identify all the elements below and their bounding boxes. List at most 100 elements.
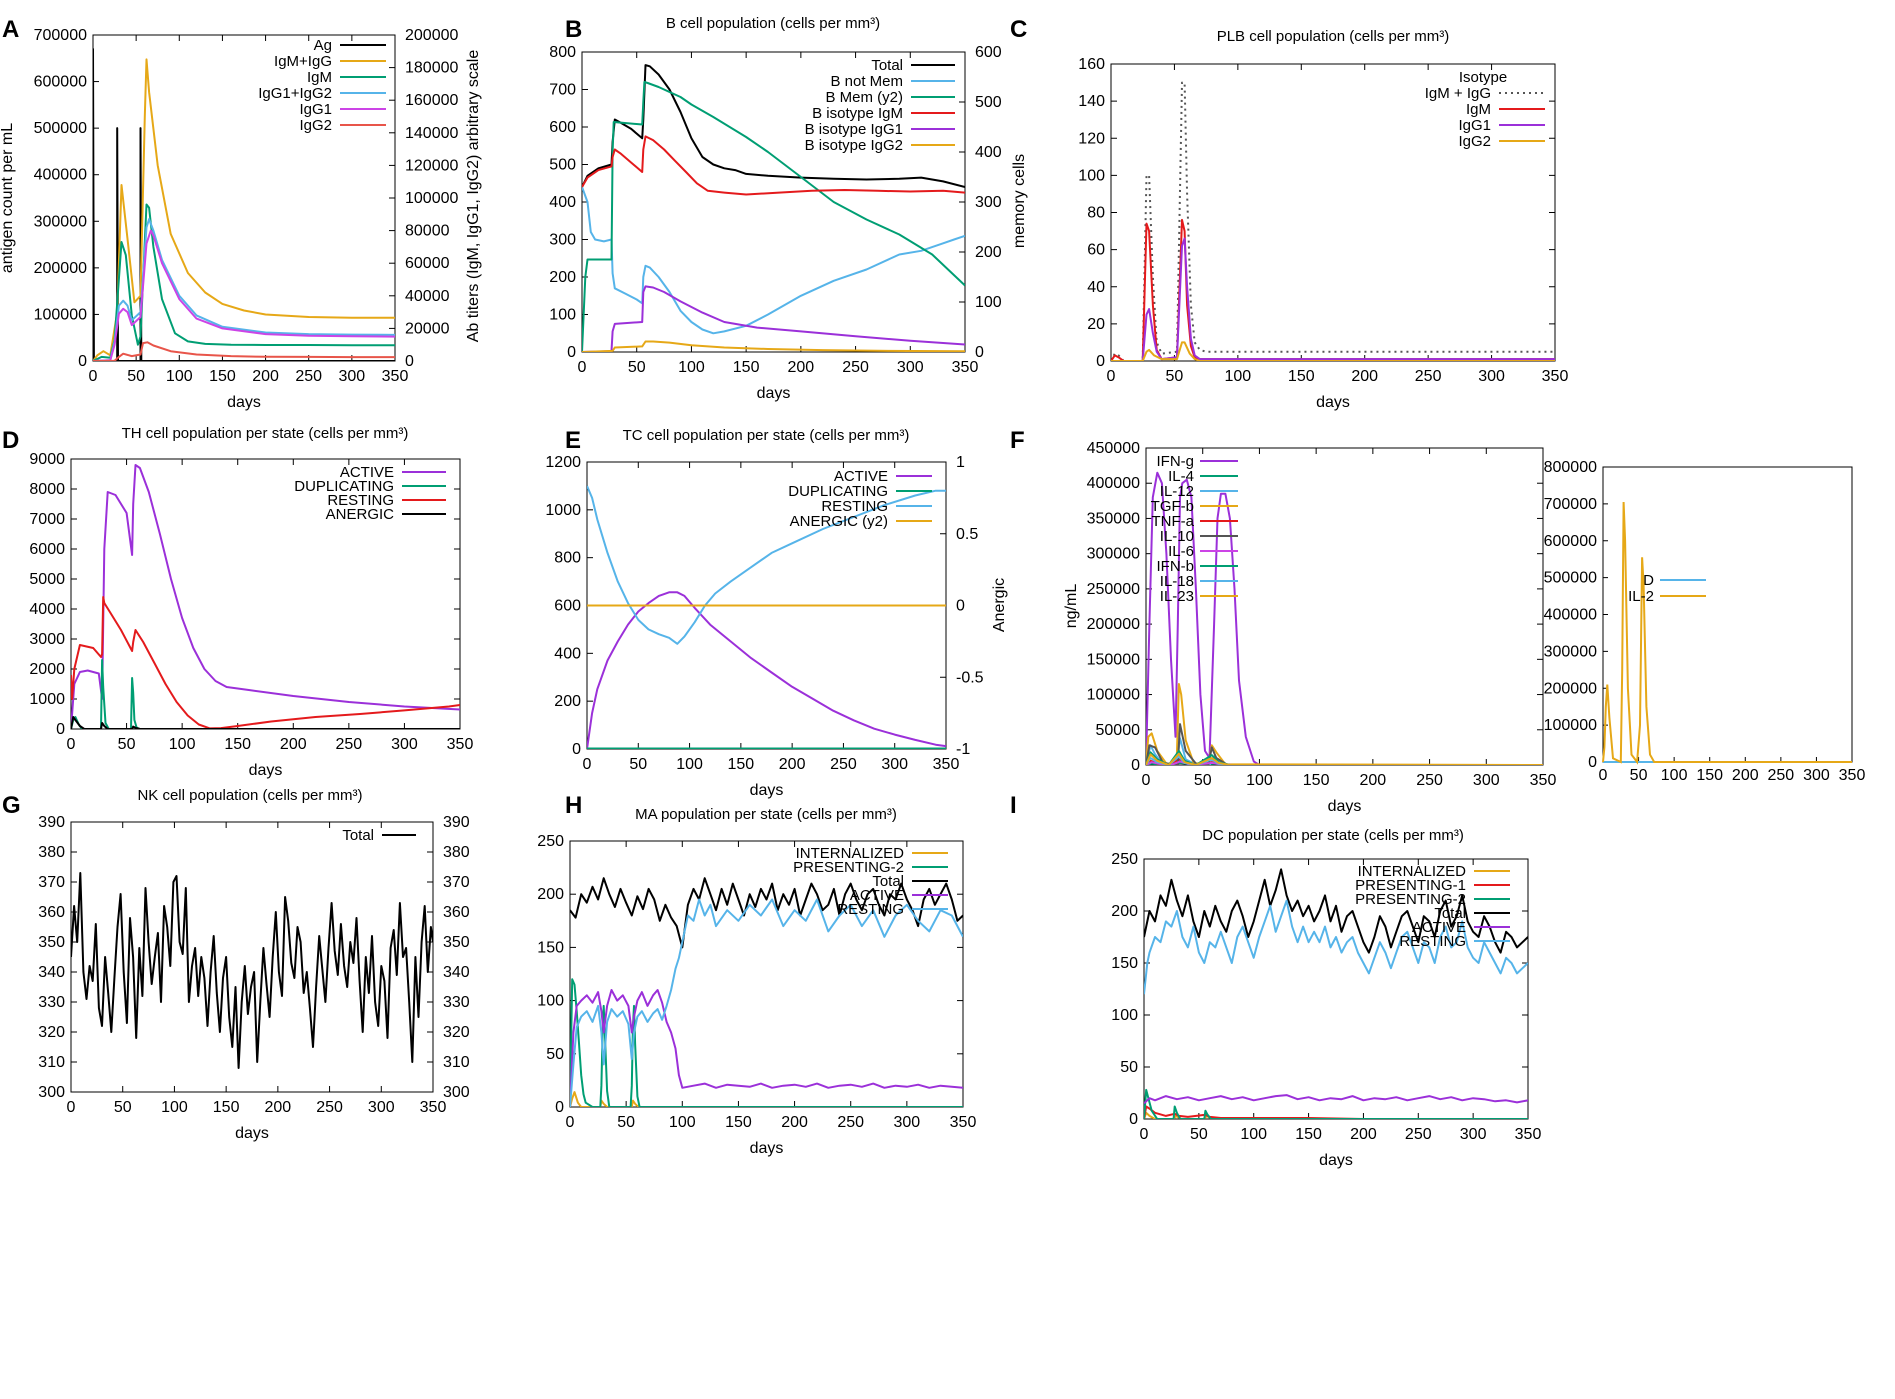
legend-label-igm: IgM xyxy=(307,69,332,86)
y-tick-label: 0 xyxy=(1129,1111,1138,1128)
y-tick-label: 300000 xyxy=(34,213,87,230)
series-line-active xyxy=(71,464,460,729)
plot-frame xyxy=(70,458,461,730)
x-axis-label: days xyxy=(249,762,283,779)
y2-axis-label: Anergic xyxy=(991,578,1008,632)
x-tick-label: 200 xyxy=(779,756,806,773)
y2-axis-label: memory cells xyxy=(1011,154,1028,248)
x-tick-label: 150 xyxy=(733,359,760,376)
y2-tick-label: 330 xyxy=(443,994,470,1011)
y-tick-label: 800 xyxy=(554,550,581,567)
y-tick-label: 60 xyxy=(1087,242,1105,259)
x-tick-label: 150 xyxy=(1303,772,1330,789)
x-tick-label: 100 xyxy=(166,368,193,385)
series-line-il-10 xyxy=(1146,723,1543,765)
y2-tick-label: 80000 xyxy=(405,223,450,240)
panel-h: H MA population per state (cells per mm³)… xyxy=(537,792,976,1157)
y-tick-label: 300 xyxy=(549,232,576,249)
series-line-igg1-igg2 xyxy=(93,218,395,361)
y-tick-label: 100 xyxy=(1111,1007,1138,1024)
x-tick-label: 200 xyxy=(280,736,307,753)
x-axis-label: days xyxy=(750,1140,784,1157)
y-tick-label: 50000 xyxy=(1096,722,1141,739)
panel-letter: H xyxy=(565,792,582,819)
x-tick-label: 150 xyxy=(728,756,755,773)
inset-x-tick-label: 0 xyxy=(1599,767,1608,784)
x-tick-label: 100 xyxy=(676,756,703,773)
y-tick-label: 100 xyxy=(549,307,576,324)
y-tick-label: 100 xyxy=(1078,167,1105,184)
inset-y-tick-label: 600000 xyxy=(1544,533,1597,550)
chart-title: B cell population (cells per mm³) xyxy=(666,15,880,32)
inset-y-tick-label: 500000 xyxy=(1544,570,1597,587)
y-tick-label: 9000 xyxy=(29,451,65,468)
x-tick-label: 0 xyxy=(89,368,98,385)
y-tick-label: 200000 xyxy=(1087,616,1140,633)
series-line-internalized xyxy=(570,1091,963,1107)
inset-y-tick-label: 100000 xyxy=(1544,717,1597,734)
panel-e: E TC cell population per state (cells per… xyxy=(545,427,1008,799)
legend-label-igg1-igg2: IgG1+IgG2 xyxy=(258,85,332,102)
x-tick-label: 150 xyxy=(1288,368,1315,385)
x-tick-label: 250 xyxy=(295,368,322,385)
x-tick-label: 250 xyxy=(837,1114,864,1131)
y2-tick-label: 340 xyxy=(443,964,470,981)
legend-label-ifn-g: IFN-g xyxy=(1157,453,1195,470)
x-tick-label: 300 xyxy=(881,756,908,773)
x-tick-label: 300 xyxy=(339,368,366,385)
y2-tick-label: -1 xyxy=(956,741,970,758)
legend-label-igg1: IgG1 xyxy=(299,101,332,118)
y2-tick-label: 370 xyxy=(443,874,470,891)
legend-label-il-4: IL-4 xyxy=(1168,468,1194,485)
y2-tick-label: 60000 xyxy=(405,255,450,272)
series-line-active xyxy=(570,989,963,1107)
legend-label-b-not-mem: B not Mem xyxy=(830,73,903,90)
legend-label-il-12: IL-12 xyxy=(1160,483,1194,500)
series-line-b-isotype-igg2 xyxy=(582,340,965,352)
inset-x-tick-label: 300 xyxy=(1803,767,1830,784)
series-line-igg2 xyxy=(1111,341,1555,361)
series-group xyxy=(582,64,965,352)
legend-label-internalized: INTERNALIZED xyxy=(796,845,905,862)
chart-title: PLB cell population (cells per mm³) xyxy=(1217,28,1450,45)
y-tick-label: 0 xyxy=(56,721,65,738)
y-axis-label: ng/mL xyxy=(1063,584,1080,629)
series-group xyxy=(93,48,395,361)
legend-label-active: ACTIVE xyxy=(1412,919,1466,936)
y-tick-label: 320 xyxy=(38,1024,65,1041)
legend-label-il-18: IL-18 xyxy=(1160,573,1194,590)
y-tick-label: 700 xyxy=(549,82,576,99)
inset-x-tick-label: 50 xyxy=(1630,767,1648,784)
x-tick-label: 0 xyxy=(67,1099,76,1116)
inset-y-tick-label: 200000 xyxy=(1544,680,1597,697)
y-tick-label: 500000 xyxy=(34,120,87,137)
x-tick-label: 150 xyxy=(213,1099,240,1116)
y-tick-label: 150 xyxy=(1111,955,1138,972)
legend-label-igg2: IgG2 xyxy=(1458,133,1491,150)
legend-label-total: Total xyxy=(342,827,374,844)
x-tick-label: 50 xyxy=(114,1099,132,1116)
series-group xyxy=(1111,81,1555,361)
series-line-anergic xyxy=(71,716,460,729)
x-tick-label: 250 xyxy=(1415,368,1442,385)
panel-letter: D xyxy=(2,427,19,454)
y2-tick-label: 600 xyxy=(975,44,1002,61)
inset-y-tick-label: 300000 xyxy=(1544,643,1597,660)
panel-letter: G xyxy=(2,792,21,819)
x-tick-label: 200 xyxy=(1360,772,1387,789)
y-tick-label: 1000 xyxy=(29,691,65,708)
y-tick-label: 0 xyxy=(1096,353,1105,370)
x-tick-label: 300 xyxy=(1460,1126,1487,1143)
y-tick-label: 140 xyxy=(1078,93,1105,110)
plot-frame xyxy=(569,840,964,1108)
x-tick-label: 300 xyxy=(368,1099,395,1116)
series-line-total xyxy=(71,872,433,1069)
y-tick-label: 200000 xyxy=(34,260,87,277)
x-tick-label: 150 xyxy=(725,1114,752,1131)
series-line-igg1 xyxy=(93,229,395,361)
legend-label-total: Total xyxy=(871,57,903,74)
inset-legend-label-d: D xyxy=(1643,572,1654,589)
series-line-tgf-b xyxy=(1146,683,1543,765)
y-tick-label: 250000 xyxy=(1087,581,1140,598)
x-tick-label: 0 xyxy=(1140,1126,1149,1143)
